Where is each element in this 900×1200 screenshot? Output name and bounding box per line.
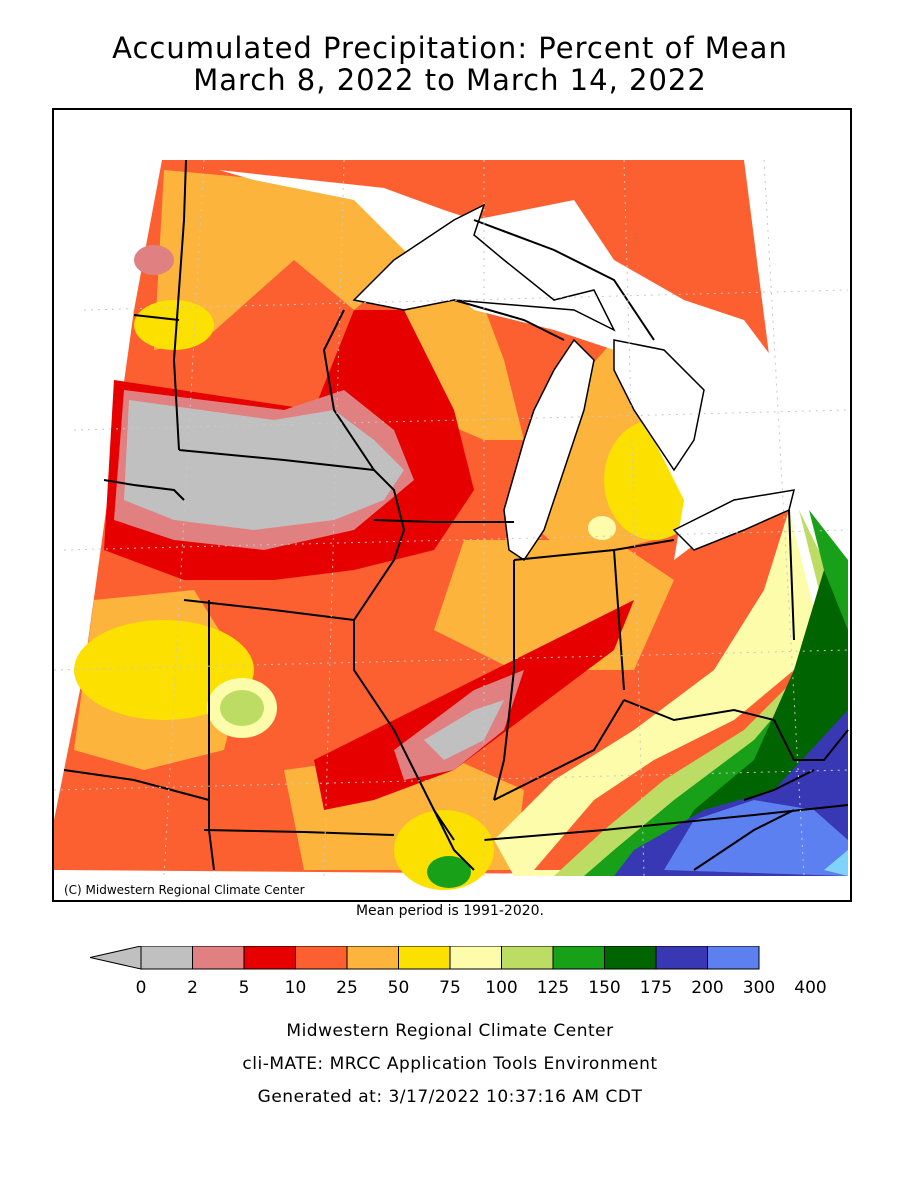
zone-0-2-band xyxy=(124,400,404,530)
legend-swatch-5-10 xyxy=(243,945,296,970)
legend-swatch-10-25 xyxy=(295,945,348,970)
border-mo-ks xyxy=(208,600,215,871)
border-mo-ar xyxy=(203,829,395,836)
legend-swatch-125-150 xyxy=(552,945,605,970)
border-ky-va xyxy=(693,809,795,871)
border-wv-va xyxy=(773,719,849,761)
legend-swatch-200-300 xyxy=(707,945,760,970)
map-title: Accumulated Precipitation: Percent of Me… xyxy=(112,31,788,65)
border-mi-up xyxy=(453,299,565,341)
precip-shading xyxy=(74,170,848,890)
precipitation-map: (C) Midwestern Regional Climate Center xyxy=(52,108,852,902)
legend-label: 175 xyxy=(640,978,672,998)
legend-label: 0 xyxy=(136,978,147,998)
zone-2-5-nw xyxy=(134,245,174,275)
lake-superior xyxy=(354,205,614,330)
graticule xyxy=(54,159,849,877)
coastlines xyxy=(352,203,796,562)
border-ne-ks xyxy=(63,769,210,801)
legend-swatch-25-50 xyxy=(346,945,399,970)
border-il-in xyxy=(493,560,515,801)
border-ia-il xyxy=(353,469,406,621)
footer-generated: Generated at: 3/17/2022 10:37:16 AM CDT xyxy=(257,1087,643,1107)
map-copyright: (C) Midwestern Regional Climate Center xyxy=(56,882,311,898)
border-mn-ia xyxy=(178,449,375,471)
zone-50-75-mn xyxy=(134,300,214,350)
mean-period-note: Mean period is 1991-2020. xyxy=(355,903,545,919)
border-mn-nd xyxy=(172,159,187,451)
legend-label: 150 xyxy=(588,978,620,998)
legend-label: 75 xyxy=(439,978,461,998)
legend-swatch-50-75 xyxy=(398,945,451,970)
zone-100-125-ia xyxy=(220,690,264,726)
border-ky-tn xyxy=(483,804,849,841)
legend-label: 5 xyxy=(239,978,250,998)
border-in-mi xyxy=(513,539,675,561)
zone-75-100-mi xyxy=(588,516,616,540)
zone-300-400-east xyxy=(824,850,848,876)
legend-swatch-75-100 xyxy=(449,945,502,970)
legend-label: 400 xyxy=(794,978,826,998)
footer-organization: Midwestern Regional Climate Center xyxy=(286,1021,614,1041)
border-oh-pa xyxy=(788,509,795,641)
border-sd-ne xyxy=(103,479,185,501)
legend-label: 100 xyxy=(485,978,517,998)
canada-north xyxy=(162,110,850,160)
legend-swatch-2-5 xyxy=(192,945,245,970)
legend-swatch-175-200 xyxy=(655,945,708,970)
border-nd-sd xyxy=(133,314,180,321)
zone-125-150-mo xyxy=(427,856,471,888)
color-legend: 0 2 5 10 25 50 75 100 125 150 175 200 300 400 xyxy=(89,945,840,1010)
legend-label: 25 xyxy=(336,978,358,998)
lake-michigan xyxy=(504,340,594,560)
lake-huron xyxy=(614,340,704,470)
legend-swatch-100-125 xyxy=(501,945,554,970)
border-mo-ky-ar xyxy=(433,809,475,871)
legend-label: 300 xyxy=(743,978,775,998)
legend-swatch-0-2 xyxy=(140,945,193,970)
map-canvas xyxy=(54,110,850,890)
legend-label: 125 xyxy=(537,978,569,998)
border-ky-wv xyxy=(743,769,815,801)
border-wi-il xyxy=(373,519,514,523)
legend-arrow-below-0 xyxy=(89,945,142,970)
legend-bar: 0 2 5 10 25 50 75 100 125 150 175 200 300 400 xyxy=(89,945,827,998)
legend-label: 200 xyxy=(691,978,723,998)
map-subtitle-dates: March 8, 2022 to March 14, 2022 xyxy=(193,63,707,97)
lake-erie xyxy=(674,490,794,550)
border-oh-ky xyxy=(623,699,775,722)
border-mi-canada xyxy=(473,219,655,341)
legend-label: 2 xyxy=(187,978,198,998)
state-borders xyxy=(63,159,849,871)
border-ia-mo xyxy=(183,599,355,621)
border-mn-wi xyxy=(322,309,375,471)
zone-25-50-north xyxy=(154,170,414,350)
border-in-oh xyxy=(613,549,625,691)
footer-tool: cli-MATE: MRCC Application Tools Environ… xyxy=(242,1054,658,1074)
legend-swatch-150-175 xyxy=(604,945,657,970)
legend-label: 10 xyxy=(285,978,307,998)
border-in-ky xyxy=(493,699,625,801)
legend-label: 50 xyxy=(388,978,410,998)
